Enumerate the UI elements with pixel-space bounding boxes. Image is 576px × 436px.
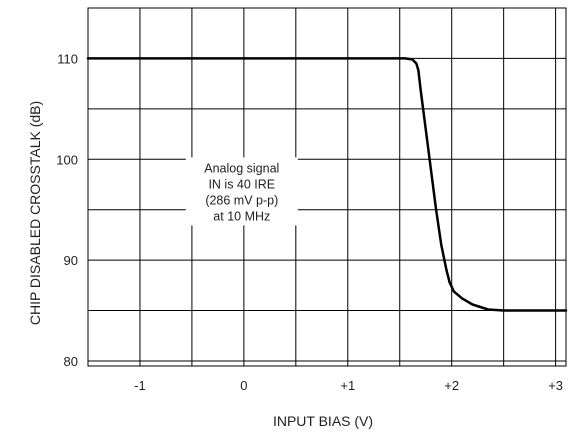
x-tick-label: +3 bbox=[548, 378, 563, 393]
x-tick-label: 0 bbox=[240, 378, 247, 393]
y-tick-label: 100 bbox=[56, 152, 78, 167]
annotation-background bbox=[185, 157, 298, 226]
annotation-line: at 10 MHz bbox=[213, 209, 270, 223]
x-axis-title: INPUT BIAS (V) bbox=[273, 413, 373, 429]
annotation-line: (286 mV p-p) bbox=[205, 193, 278, 207]
annotation-line: IN is 40 IRE bbox=[208, 177, 275, 191]
annotation-line: Analog signal bbox=[204, 161, 279, 175]
series-line bbox=[86, 57, 568, 312]
annotation: Analog signal IN is 40 IRE (286 mV p-p) at … bbox=[204, 161, 279, 223]
y-tick-label: 110 bbox=[57, 51, 78, 66]
x-tick-label: +1 bbox=[340, 378, 355, 393]
x-tick-label: +2 bbox=[444, 378, 459, 393]
x-tick-label: -1 bbox=[134, 378, 146, 393]
y-axis-title: CHIP DISABLED CROSSTALK (dB) bbox=[27, 101, 43, 325]
plot-frame bbox=[87, 7, 567, 367]
y-tick-labels: 80 90 100 110 bbox=[56, 51, 78, 369]
y-tick-label: 90 bbox=[64, 253, 78, 268]
y-tick-label: 80 bbox=[64, 354, 78, 369]
grid bbox=[87, 7, 566, 366]
x-tick-labels: -1 0 +1 +2 +3 bbox=[134, 378, 563, 393]
